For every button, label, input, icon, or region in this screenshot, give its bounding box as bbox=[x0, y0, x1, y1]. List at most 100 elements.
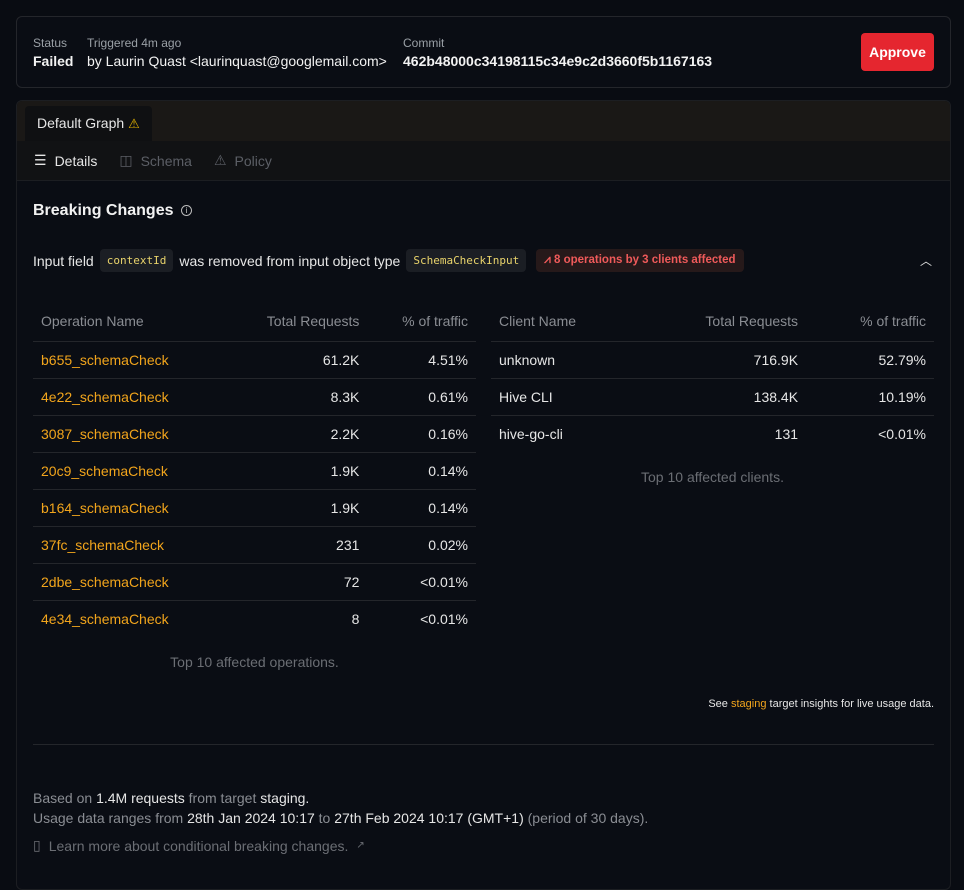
traffic-cell: 52.79% bbox=[806, 341, 934, 379]
graph-tabs: Default Graph ⚠ bbox=[17, 101, 950, 141]
badge-text: 8 operations by 3 clients affected bbox=[554, 254, 736, 266]
tab-label: Default Graph bbox=[37, 115, 125, 131]
learn-more-link[interactable]: ▯ Learn more about conditional breaking c… bbox=[33, 837, 365, 854]
traffic-cell: 0.02% bbox=[367, 526, 476, 564]
text: Based on bbox=[33, 790, 93, 806]
target-name: staging. bbox=[260, 790, 310, 806]
status-value: Failed bbox=[33, 53, 74, 69]
pulse-icon: ⩘ bbox=[544, 254, 551, 266]
traffic-cell: 0.16% bbox=[367, 415, 476, 453]
table-row: Hive CLI 138.4K 10.19% bbox=[491, 378, 934, 416]
approve-button[interactable]: Approve bbox=[861, 33, 934, 71]
triggered-label: Triggered 4m ago bbox=[87, 36, 182, 50]
requests-cell: 1.9K bbox=[223, 452, 368, 490]
warning-icon: ⚠ bbox=[128, 116, 140, 131]
operations-table: Operation Name Total Requests % of traff… bbox=[33, 301, 476, 637]
name-cell[interactable]: 20c9_schemaCheck bbox=[33, 452, 224, 490]
change-text: was removed from input object type bbox=[179, 252, 401, 269]
schema-check-panel: Default Graph ⚠ ☰ Details ◫ Schema ⚠ Policy… bbox=[16, 100, 951, 890]
column-header: Total Requests bbox=[223, 301, 368, 342]
requests-cell: 231 bbox=[223, 526, 368, 564]
traffic-cell: 0.14% bbox=[367, 489, 476, 527]
detail-tabs: ☰ Details ◫ Schema ⚠ Policy bbox=[17, 141, 950, 181]
commit: Commit 462b48000c34198115c34e9c2d3660f5b… bbox=[403, 36, 712, 69]
traffic-cell: 4.51% bbox=[367, 341, 476, 379]
commit-label: Commit bbox=[403, 36, 445, 50]
table-row: 20c9_schemaCheck 1.9K 0.14% bbox=[33, 452, 476, 490]
text: from target bbox=[188, 790, 257, 806]
name-cell[interactable]: 3087_schemaCheck bbox=[33, 415, 224, 453]
column-header: % of traffic bbox=[806, 301, 934, 342]
text: to bbox=[318, 810, 331, 826]
table-row: 2dbe_schemaCheck 72 <0.01% bbox=[33, 563, 476, 601]
name-cell: Hive CLI bbox=[491, 378, 637, 416]
divider bbox=[33, 744, 934, 745]
check-summary-card: Status Failed Triggered 4m ago by Laurin… bbox=[16, 16, 951, 88]
table-row: 3087_schemaCheck 2.2K 0.16% bbox=[33, 415, 476, 453]
operations-caption: Top 10 affected operations. bbox=[170, 654, 339, 670]
type-code: SchemaCheckInput bbox=[406, 249, 527, 272]
triggered-value: by Laurin Quast <laurinquast@googlemail.… bbox=[87, 53, 387, 69]
book-icon: ▯ bbox=[33, 837, 41, 853]
traffic-cell: 10.19% bbox=[806, 378, 934, 416]
text: Usage data ranges from bbox=[33, 810, 184, 826]
name-cell: hive-go-cli bbox=[499, 425, 563, 442]
tab-schema[interactable]: ◫ Schema bbox=[119, 152, 192, 169]
breaking-change-row[interactable]: Input field contextId was removed from i… bbox=[33, 248, 936, 273]
status: Status Failed bbox=[33, 36, 73, 69]
name-cell[interactable]: 2dbe_schemaCheck bbox=[33, 563, 224, 601]
name-cell[interactable]: b655_schemaCheck bbox=[33, 341, 224, 379]
requests-cell: 8 bbox=[351, 610, 360, 627]
status-label: Status bbox=[33, 36, 68, 50]
field-code: contextId bbox=[99, 249, 174, 272]
chevron-up-icon[interactable]: ︿ bbox=[919, 254, 932, 268]
requests-cell: 2.2K bbox=[223, 415, 368, 453]
tab-details[interactable]: ☰ Details bbox=[34, 152, 97, 169]
name-cell[interactable]: b164_schemaCheck bbox=[33, 489, 224, 527]
info-icon[interactable]: i bbox=[181, 205, 192, 216]
clients-table: Client Name Total Requests % of traffic … bbox=[491, 301, 934, 452]
table-row: hive-go-cli 131 <0.01% bbox=[491, 415, 934, 452]
usage-footer: Based on 1.4M requests from target stagi… bbox=[33, 788, 648, 828]
traffic-cell: 0.14% bbox=[367, 452, 476, 490]
note-text: See bbox=[708, 698, 728, 710]
commit-value: 462b48000c34198115c34e9c2d3660f5b1167163 bbox=[403, 53, 713, 69]
warning-icon: ⚠ bbox=[213, 152, 227, 168]
name-cell[interactable]: 37fc_schemaCheck bbox=[33, 526, 224, 564]
name-cell: unknown bbox=[491, 341, 637, 379]
table-row: b164_schemaCheck 1.9K 0.14% bbox=[33, 489, 476, 527]
list-icon: ☰ bbox=[34, 152, 47, 168]
note-text: target insights for live usage data. bbox=[769, 698, 934, 710]
requests-cell: 72 bbox=[223, 563, 368, 601]
tab-label: Schema bbox=[140, 152, 192, 169]
requests-cell: 716.9K bbox=[636, 341, 807, 379]
requests-cell: 61.2K bbox=[223, 341, 368, 379]
insights-note: See staging target insights for live usa… bbox=[708, 698, 934, 710]
column-header: % of traffic bbox=[367, 301, 476, 342]
affected-badge: ⩘ 8 operations by 3 clients affected bbox=[536, 249, 744, 272]
requests-cell: 138.4K bbox=[636, 378, 807, 416]
range-end: 27th Feb 2024 10:17 (GMT+1) bbox=[334, 810, 524, 826]
request-count: 1.4M requests bbox=[96, 790, 185, 806]
name-cell[interactable]: 4e34_schemaCheck bbox=[41, 610, 169, 627]
requests-cell: 131 bbox=[774, 425, 799, 442]
requests-cell: 8.3K bbox=[223, 378, 368, 416]
traffic-cell: <0.01% bbox=[367, 563, 476, 601]
table-row: 4e22_schemaCheck 8.3K 0.61% bbox=[33, 378, 476, 416]
columns-icon: ◫ bbox=[119, 152, 133, 168]
traffic-cell: <0.01% bbox=[878, 425, 926, 442]
learn-more-text: Learn more about conditional breaking ch… bbox=[48, 837, 349, 854]
tab-policy[interactable]: ⚠ Policy bbox=[214, 152, 272, 169]
tab-default-graph[interactable]: Default Graph ⚠ bbox=[25, 106, 152, 141]
requests-cell: 1.9K bbox=[223, 489, 368, 527]
table-row: unknown 716.9K 52.79% bbox=[491, 341, 934, 379]
section-title: Breaking Changes bbox=[33, 202, 174, 219]
traffic-cell: <0.01% bbox=[420, 610, 468, 627]
table-row: b655_schemaCheck 61.2K 4.51% bbox=[33, 341, 476, 379]
triggered: Triggered 4m ago by Laurin Quast <laurin… bbox=[87, 36, 387, 69]
tab-label: Policy bbox=[234, 152, 272, 169]
table-row: 37fc_schemaCheck 231 0.02% bbox=[33, 526, 476, 564]
staging-link[interactable]: staging bbox=[730, 698, 767, 710]
traffic-cell: 0.61% bbox=[367, 378, 476, 416]
name-cell[interactable]: 4e22_schemaCheck bbox=[33, 378, 224, 416]
